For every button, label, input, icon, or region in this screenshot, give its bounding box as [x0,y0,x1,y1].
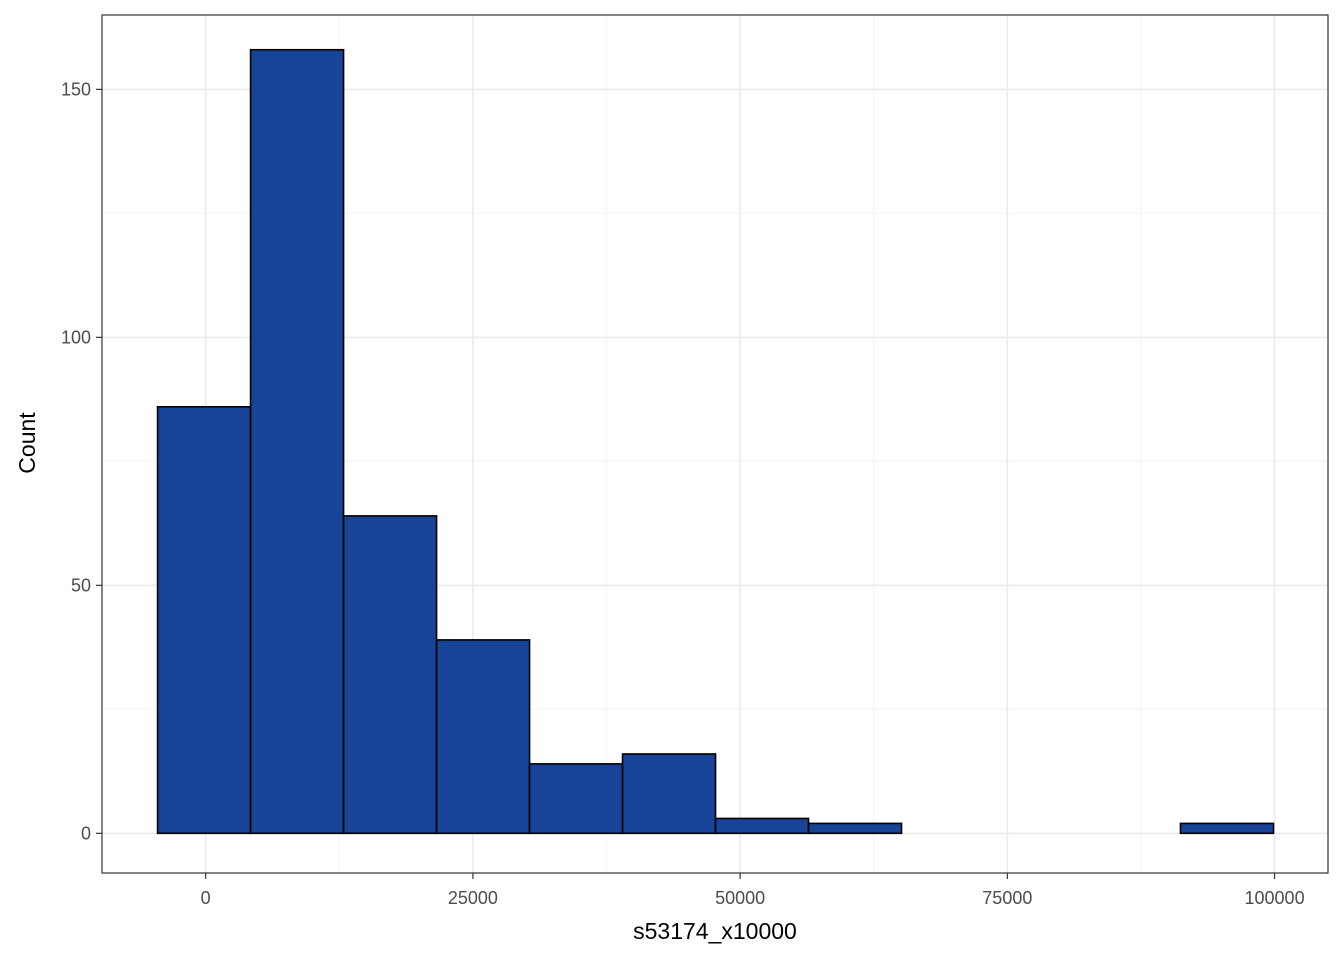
x-tick-label: 75000 [982,888,1032,908]
histogram-bar-0 [156,406,252,835]
y-tick-label: 50 [71,575,91,595]
x-tick-label: 50000 [715,888,765,908]
y-tick-label: 100 [61,327,91,347]
x-axis-title: s53174_x10000 [633,918,797,944]
y-tick-label: 0 [81,823,91,843]
y-axis-title: Count [14,412,40,474]
histogram-bar-6 [714,817,810,835]
x-tick-label: 25000 [448,888,498,908]
histogram-bar-11 [1179,822,1275,835]
x-axis: 0 25000 50000 75000 100000 [201,873,1305,908]
histogram-bar-3 [435,639,531,835]
histogram-bars [156,48,1275,835]
x-tick-label: 0 [201,888,211,908]
x-tick-label: 100000 [1245,888,1305,908]
histogram-bar-4 [528,763,624,835]
y-axis: 0 50 100 150 [61,79,102,843]
histogram-bar-1 [249,48,345,835]
histogram-bar-2 [342,515,438,835]
histogram-bar-5 [621,753,717,835]
histogram-bar-7 [807,822,903,835]
panel-border [101,14,1329,874]
y-tick-label: 150 [61,79,91,99]
